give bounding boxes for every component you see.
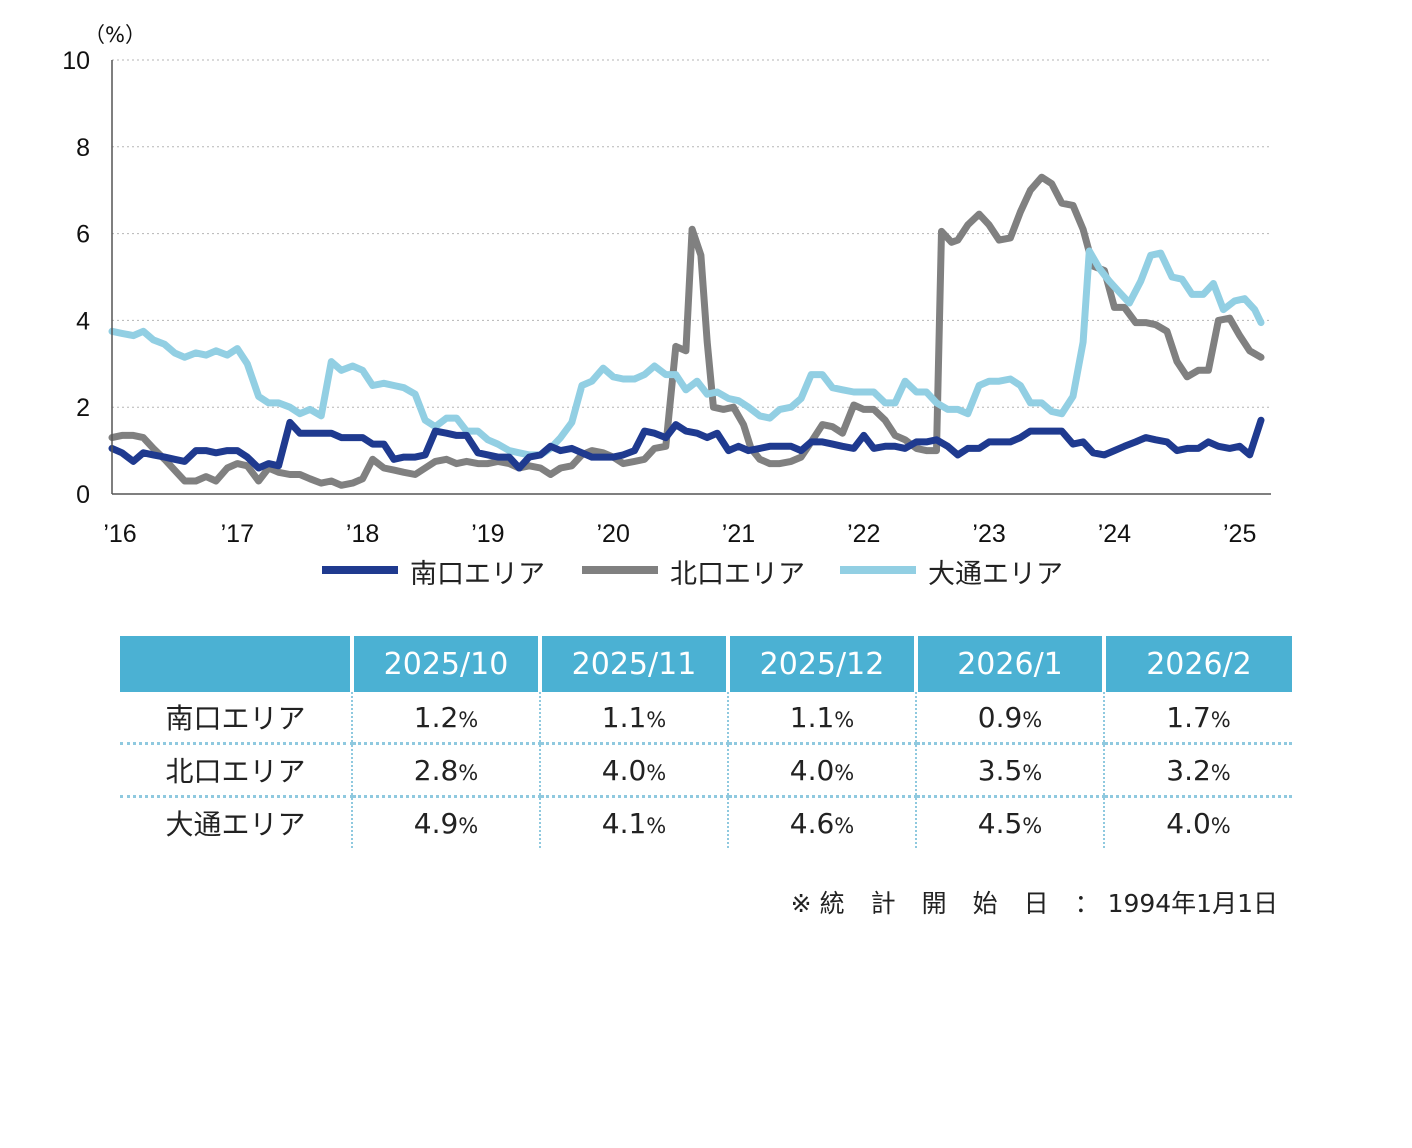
y-axis-tick-labels: 0 2 4 6 8 10 <box>62 47 90 509</box>
percent-sign: % <box>458 813 479 838</box>
cell-value: 4.9 <box>413 806 459 840</box>
table-cell: 4.0% <box>539 742 728 797</box>
vacancy-rate-table: 2025/10 2025/11 2025/12 2026/1 2026/2 南口… <box>120 636 1292 848</box>
series-line-1 <box>108 173 1265 489</box>
cell-value: 4.0 <box>1166 806 1211 840</box>
table-row: 大通エリア 4.9% 4.1% 4.6% 4.5% 4.0% <box>120 795 1292 848</box>
series-lines <box>108 173 1265 489</box>
header-month: 2026/2 <box>1102 636 1292 692</box>
table-cell: 4.5% <box>915 795 1104 848</box>
cell-value: 3.2 <box>1166 753 1211 787</box>
table-cell: 3.2% <box>1103 742 1292 797</box>
y-tick-label: 10 <box>62 47 90 75</box>
table-cell: 1.1% <box>539 692 728 744</box>
table-cell: 4.9% <box>351 795 540 848</box>
cell-value: 0.9 <box>977 700 1023 734</box>
table-cell: 4.0% <box>727 742 916 797</box>
percent-sign: % <box>458 760 479 785</box>
legend-label: 南口エリア <box>410 559 545 590</box>
y-axis-unit-label: （%） <box>84 23 146 47</box>
table-header-row: 2025/10 2025/11 2025/12 2026/1 2026/2 <box>120 636 1292 692</box>
header-month: 2026/1 <box>914 636 1104 692</box>
footnote-separator: ： <box>1074 889 1100 918</box>
percent-sign: % <box>1210 813 1231 838</box>
table-body: 南口エリア 1.2% 1.1% 1.1% 0.9% 1.7% 北口エリア 2.8% 4.0% 4.… <box>120 692 1292 848</box>
series-line-2 <box>108 247 1265 459</box>
table-cell: 4.6% <box>727 795 916 848</box>
row-label: 南口エリア <box>165 702 306 735</box>
table-row: 北口エリア 2.8% 4.0% 4.0% 3.5% 3.2% <box>120 742 1292 797</box>
x-tick-label: ’18 <box>346 520 379 548</box>
table-row: 南口エリア 1.2% 1.1% 1.1% 0.9% 1.7% <box>120 692 1292 744</box>
footnote: ※ 統計開始日： 1994年1月1日 <box>791 884 1278 920</box>
percent-sign: % <box>1210 707 1231 732</box>
cell-value: 4.0 <box>601 753 647 787</box>
y-tick-label: 6 <box>76 221 90 249</box>
cell-value: 1.1 <box>601 700 647 734</box>
percent-sign: % <box>834 707 855 732</box>
y-tick-label: 8 <box>76 134 90 162</box>
cell-value: 2.8 <box>413 753 459 787</box>
series-line-0 <box>108 416 1265 472</box>
x-tick-label: ’24 <box>1098 520 1131 548</box>
cell-value: 4.0 <box>789 753 835 787</box>
y-tick-label: 4 <box>76 307 90 335</box>
x-tick-label: ’21 <box>722 520 755 548</box>
y-tick-label: 0 <box>76 481 90 509</box>
table-cell: 0.9% <box>915 692 1104 744</box>
cell-value: 3.5 <box>977 753 1023 787</box>
x-tick-label: ’16 <box>103 520 136 548</box>
percent-sign: % <box>646 760 667 785</box>
percent-sign: % <box>834 813 855 838</box>
header-month: 2025/10 <box>350 636 540 692</box>
percent-sign: % <box>1022 760 1043 785</box>
table-cell: 4.1% <box>539 795 728 848</box>
percent-sign: % <box>834 760 855 785</box>
table-cell: 3.5% <box>915 742 1104 797</box>
x-tick-label: ’17 <box>221 520 254 548</box>
x-tick-label: ’19 <box>471 520 504 548</box>
table-cell: 4.0% <box>1103 795 1292 848</box>
vacancy-rate-line-chart: 0 2 4 6 8 10 ’16 ’17 ’18 ’19 ’20 ’21 ’22 ’23 ’24 ’25 （… <box>62 23 1271 590</box>
table-cell: 1.7% <box>1103 692 1292 744</box>
footnote-date: 1994年1月1日 <box>1107 889 1278 918</box>
table-cell: 2.8% <box>351 742 540 797</box>
cell-value: 4.6 <box>789 806 835 840</box>
y-tick-label: 2 <box>76 394 90 422</box>
percent-sign: % <box>1022 707 1043 732</box>
row-label: 大通エリア <box>120 795 352 848</box>
x-tick-label: ’23 <box>972 520 1005 548</box>
cell-value: 1.2 <box>413 700 459 734</box>
percent-sign: % <box>646 813 667 838</box>
legend: 南口エリア 北口エリア 大通エリア <box>322 559 1063 590</box>
header-month: 2025/12 <box>726 636 916 692</box>
footnote-label: 統計開始日 <box>819 889 1075 918</box>
header-month: 2025/11 <box>538 636 728 692</box>
percent-sign: % <box>646 707 667 732</box>
cell-value: 4.1 <box>601 806 647 840</box>
table-cell: 1.2% <box>351 692 540 744</box>
header-corner <box>120 636 352 692</box>
legend-label: 大通エリア <box>928 559 1063 590</box>
x-tick-label: ’20 <box>597 520 630 548</box>
table-cell: 1.1% <box>727 692 916 744</box>
percent-sign: % <box>1210 760 1231 785</box>
x-axis-tick-labels: ’16 ’17 ’18 ’19 ’20 ’21 ’22 ’23 ’24 ’25 <box>103 520 1256 548</box>
cell-value: 1.1 <box>789 700 835 734</box>
legend-label: 北口エリア <box>670 559 805 590</box>
cell-value: 4.5 <box>977 806 1023 840</box>
x-tick-label: ’22 <box>847 520 880 548</box>
cell-value: 1.7 <box>1166 700 1211 734</box>
grid-lines <box>112 59 1271 408</box>
percent-sign: % <box>458 707 479 732</box>
x-tick-label: ’25 <box>1223 520 1256 548</box>
percent-sign: % <box>1022 813 1043 838</box>
row-label: 北口エリア <box>120 742 352 797</box>
footnote-mark: ※ <box>790 889 812 918</box>
